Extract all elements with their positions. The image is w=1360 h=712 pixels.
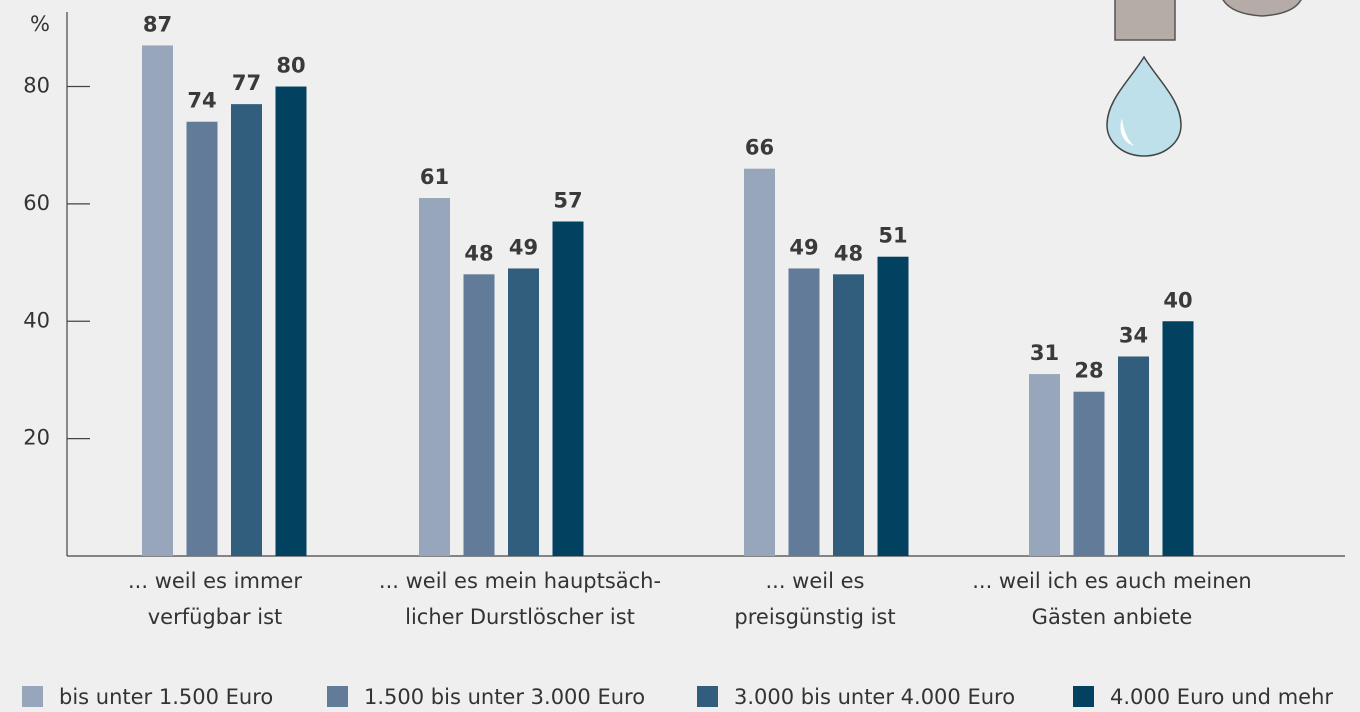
y-axis-label: % [30,12,50,36]
x-tick-label: Gästen anbiete [1032,605,1193,629]
legend-swatch [327,686,348,707]
bar [186,121,218,556]
bar [463,274,495,556]
x-tick-label: ... weil es [765,569,864,593]
x-tick-label: ... weil es immer [128,569,302,593]
y-tick-label: 20 [23,426,50,450]
value-label: 87 [143,12,172,36]
legend-swatch [697,686,718,707]
value-label: 66 [745,136,774,160]
value-label: 48 [834,241,863,265]
value-label: 34 [1119,323,1148,347]
value-label: 49 [789,235,818,259]
value-label: 74 [187,89,216,113]
bar [142,45,173,557]
value-label: 40 [1163,288,1192,312]
x-tick-label: licher Durstlöscher ist [405,605,635,629]
value-label: 28 [1074,359,1103,383]
y-tick-label: 60 [23,191,50,215]
bar [833,274,864,556]
bar [275,86,307,556]
y-tick-label: 40 [23,308,50,332]
bar [1118,356,1149,556]
legend-label: 4.000 Euro und mehr [1110,685,1333,709]
value-label: 80 [276,54,305,78]
x-tick-label: verfügbar ist [148,605,283,629]
x-tick-label: ... weil es mein hauptsäch- [379,569,661,593]
bar [1073,391,1105,556]
value-label: 57 [553,189,582,213]
value-label: 77 [232,71,261,95]
bar [231,104,262,557]
legend-swatch [22,686,43,707]
illustration [1106,0,1302,157]
value-label: 51 [878,224,907,248]
bar [1162,321,1194,556]
bar [508,268,539,556]
bar [877,256,909,556]
bar [1029,374,1060,556]
legend-label: 1.500 bis unter 3.000 Euro [364,685,645,709]
bar [552,221,584,556]
legend-label: 3.000 bis unter 4.000 Euro [734,685,1015,709]
legend-label: bis unter 1.500 Euro [59,685,273,709]
legend-swatch [1073,686,1094,707]
bar [788,268,820,556]
bar [419,198,450,556]
value-label: 49 [509,235,538,259]
value-label: 31 [1030,341,1059,365]
value-label: 48 [464,241,493,265]
x-tick-label: ... weil ich es auch meinen [972,569,1252,593]
bar [744,168,775,556]
y-tick-label: 80 [23,74,50,98]
value-label: 61 [420,165,449,189]
x-tick-label: preisgünstig ist [734,605,895,629]
